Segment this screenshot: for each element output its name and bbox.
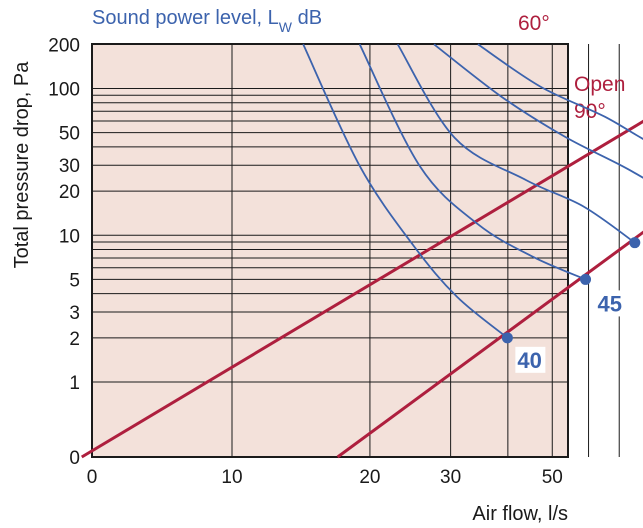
damper-label-open: Open: [574, 73, 625, 96]
x-tick-10: 10: [221, 467, 242, 488]
y-tick-0: 0: [69, 448, 80, 469]
operating-point-45: [580, 273, 592, 285]
y-tick-1: 1: [69, 373, 80, 394]
y-tick-100: 100: [48, 80, 80, 101]
y-tick-labels: 0 1 2 3 5 10 20 30 50 100 200: [48, 35, 80, 469]
x-tick-30: 30: [440, 467, 461, 488]
plot-frame: [91, 43, 569, 458]
operating-point-40: [501, 332, 513, 344]
x-axis-title: Air flow, l/s: [472, 503, 568, 525]
damper-label-90: 90°: [574, 100, 606, 123]
y-axis-title: Total pressure drop, Pa: [11, 61, 33, 269]
curve-label-40: 40: [517, 348, 541, 373]
x-tick-50: 50: [542, 467, 563, 488]
y-tick-5: 5: [69, 270, 80, 291]
y-tick-30: 30: [59, 156, 80, 177]
operating-points: 4045505560: [501, 237, 641, 373]
sound-curve-55: [433, 43, 643, 179]
y-tick-2: 2: [69, 329, 80, 350]
y-tick-3: 3: [69, 303, 80, 324]
x-tick-20: 20: [359, 467, 380, 488]
sound-curve-60: [477, 43, 643, 141]
operating-point-50: [629, 237, 641, 249]
sound-curve-45: [358, 43, 586, 281]
sound-curve-50: [396, 43, 636, 244]
plot-area: [92, 44, 568, 457]
damper-line: [336, 230, 643, 459]
curve-label-45: 45: [598, 291, 622, 316]
chart-title: Sound power level, LW dB: [92, 7, 322, 35]
sound-curve-40: [302, 43, 508, 339]
y-tick-20: 20: [59, 182, 80, 203]
curve-label-bg: [515, 346, 546, 373]
damper-line: [80, 119, 643, 459]
grid: [92, 43, 620, 457]
y-tick-200: 200: [48, 35, 80, 56]
sound-curves: [302, 43, 643, 339]
x-tick-0: 0: [87, 467, 98, 488]
x-tick-labels: 010203050100150: [87, 467, 563, 488]
curve-label-bg: [595, 290, 626, 317]
y-tick-10: 10: [59, 226, 80, 247]
damper-label-60: 60°: [518, 12, 550, 35]
y-tick-50: 50: [59, 124, 80, 145]
